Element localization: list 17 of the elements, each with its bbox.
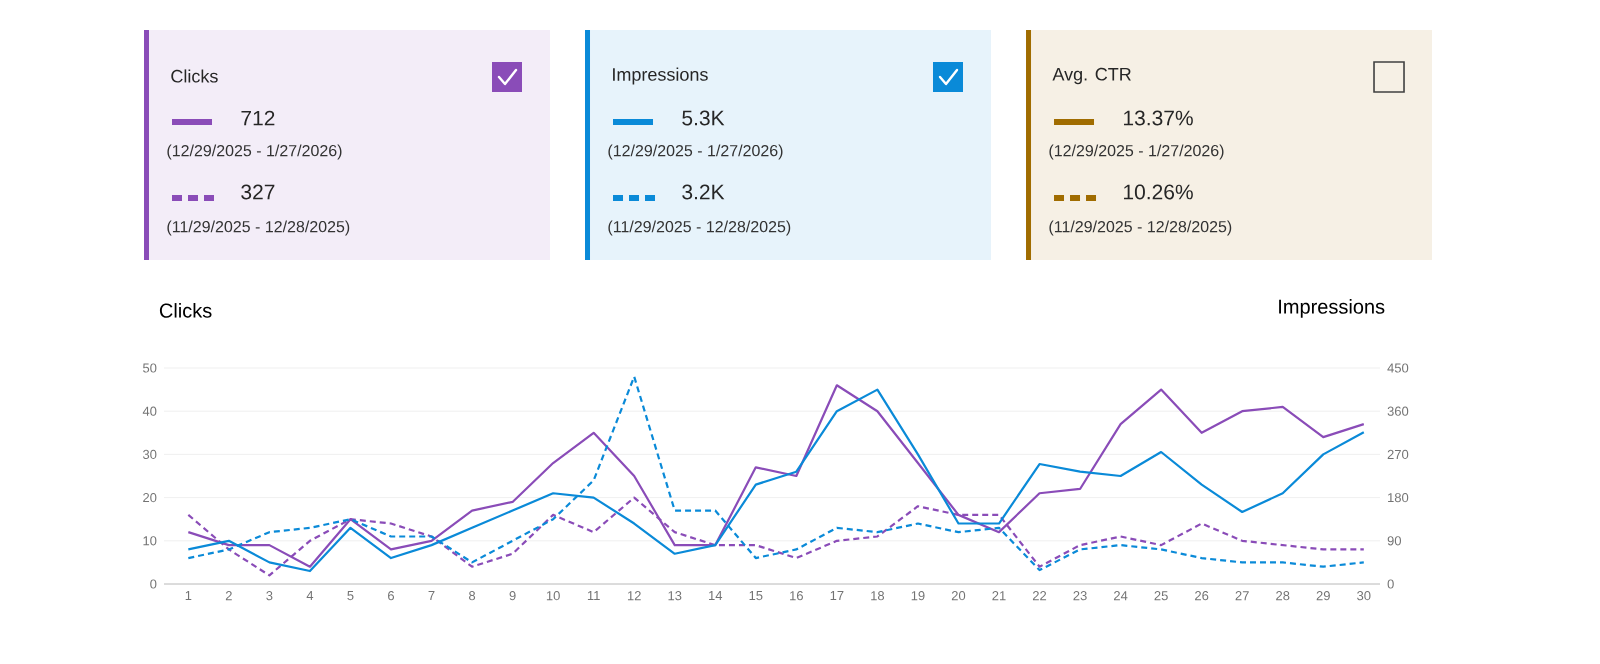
- text: (12/29/2025 - 1/27/2026): [608, 144, 783, 160]
- text: 327: [241, 184, 275, 200]
- text: Impressions: [613, 67, 708, 85]
- text: (11/29/2025 - 12/28/2025): [608, 220, 791, 236]
- text: (12/29/2025 - 1/27/2026): [167, 144, 342, 160]
- text: (12/29/2025 - 1/27/2026): [1049, 144, 1224, 160]
- text: 5.3K: [682, 110, 725, 126]
- text: Clicks: [171, 69, 218, 83]
- text: Avg. CTR: [1052, 67, 1131, 85]
- text: (11/29/2025 - 12/28/2025): [1049, 220, 1232, 236]
- text: 712: [241, 110, 275, 126]
- text: 3.2K: [682, 184, 725, 200]
- y-axis-title: Clicks: [159, 303, 212, 318]
- text: 10.26%: [1124, 184, 1193, 200]
- text: (11/29/2025 - 12/28/2025): [167, 220, 350, 236]
- text: 13.37%: [1124, 110, 1193, 126]
- y2-axis-title: Impressions: [1279, 299, 1385, 318]
